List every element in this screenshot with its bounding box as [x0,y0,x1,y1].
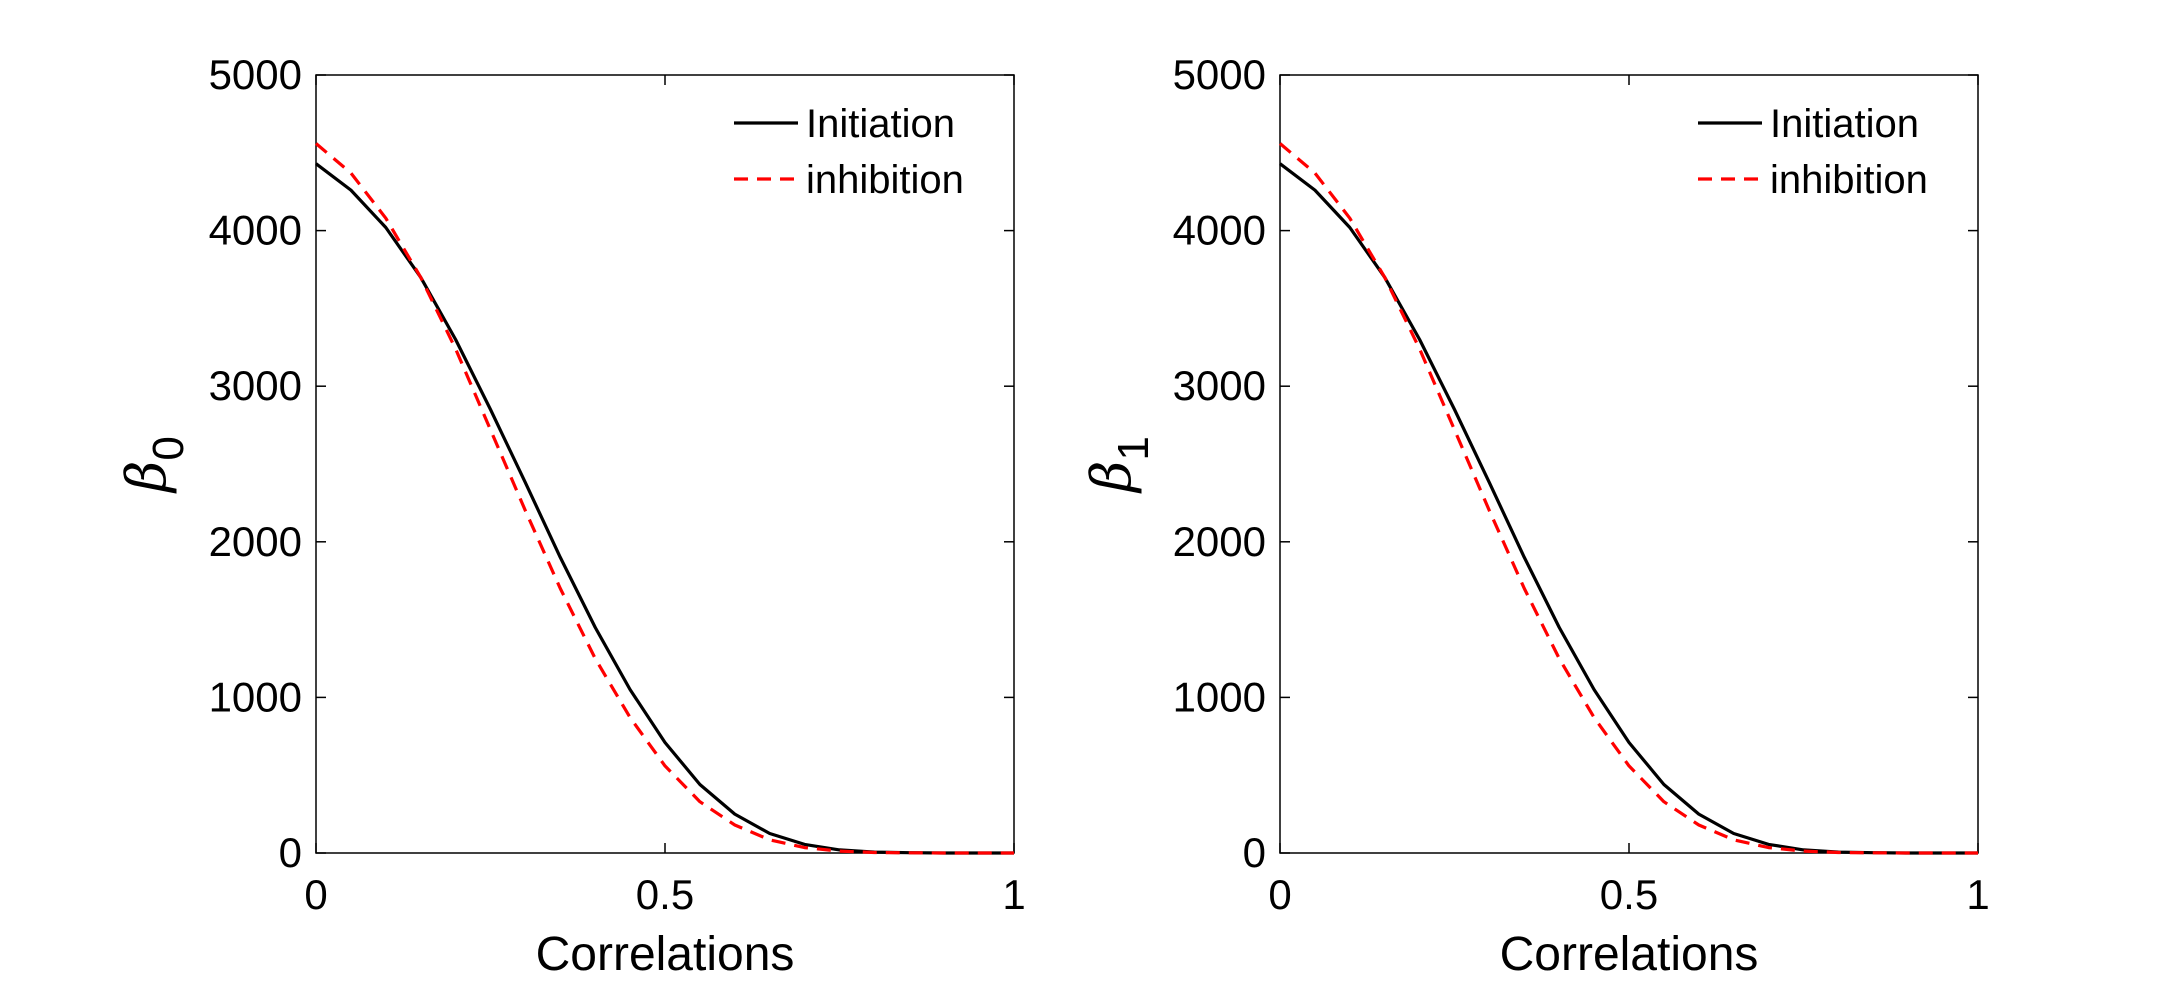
y-tick-label: 3000 [1173,362,1266,409]
y-tick-label: 4000 [1173,207,1266,254]
legend-label-inhibition: inhibition [1770,158,1928,202]
y-tick-label: 3000 [209,362,302,409]
series-line-initiation [315,162,1014,855]
x-tick-label: 0 [304,871,327,918]
y-tick-label: 5000 [1173,51,1266,98]
y-axis-label-subscript: 0 [144,436,193,460]
x-tick-label: 1 [1966,871,1989,918]
legend-label-inhibition: inhibition [806,158,964,202]
y-axis-label: β1 [1080,436,1158,494]
y-axis-label-symbol: β [1080,461,1143,494]
x-axis-label: Correlations [1500,928,1759,981]
series-line-inhibition [1278,142,1978,855]
x-tick-label: 1 [1002,871,1025,918]
y-tick-label: 1000 [1173,673,1266,720]
y-tick-label: 4000 [209,207,302,254]
y-axis-label-symbol: β [115,461,178,494]
y-tick-label: 0 [1243,829,1266,876]
y-tick-label: 2000 [1173,518,1266,565]
x-tick-label: 0.5 [636,871,694,918]
y-tick-label: 2000 [209,518,302,565]
series-line-inhibition [314,142,1014,855]
x-tick-label: 0 [1268,871,1291,918]
legend-label-initiation: Initiation [1770,102,1919,146]
x-tick-label: 0.5 [1600,871,1658,918]
y-tick-label: 1000 [209,673,302,720]
y-axis-label: β0 [115,436,193,494]
y-tick-label: 5000 [209,51,302,98]
y-tick-label: 0 [279,829,302,876]
y-axis-label-subscript: 1 [1109,436,1158,460]
x-axis-label: Correlations [536,928,795,981]
series-line-initiation [1279,162,1978,855]
legend-label-initiation: Initiation [806,102,955,146]
